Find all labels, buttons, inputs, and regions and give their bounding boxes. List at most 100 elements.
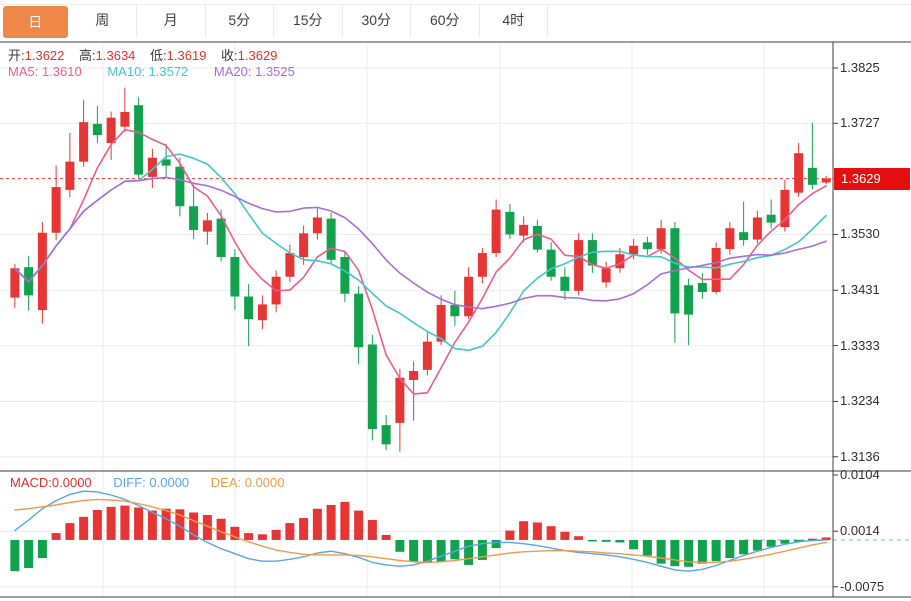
macd-bar — [684, 539, 694, 567]
candle — [752, 217, 762, 240]
candle — [175, 166, 185, 207]
candle — [79, 122, 89, 162]
candle — [65, 161, 75, 190]
candle — [92, 123, 102, 136]
candle — [326, 218, 336, 260]
ma10-legend: MA10: 1.3572 — [107, 64, 189, 79]
tab-4hour-label: 4时 — [480, 4, 548, 37]
candle — [560, 276, 570, 291]
candle — [574, 240, 584, 291]
macd-histogram — [10, 501, 831, 572]
candle — [477, 253, 487, 277]
macd-bar — [532, 522, 542, 540]
macd-bar — [120, 505, 130, 540]
tab-5min[interactable]: 5分 — [206, 0, 274, 38]
candle — [51, 187, 61, 233]
macd-bar — [202, 514, 212, 540]
tab-week[interactable]: 周 — [69, 0, 137, 38]
candle — [684, 285, 694, 315]
macd-bar — [560, 531, 570, 540]
macd-bar — [10, 539, 20, 572]
macd-bar — [326, 504, 336, 540]
macd-bar — [312, 508, 322, 540]
price-tick-label: 1.3530 — [840, 226, 880, 242]
macd-bar — [285, 523, 295, 540]
macd-bar — [340, 501, 350, 540]
chart-frame — [0, 41, 911, 598]
candle — [37, 232, 47, 311]
tab-day-label: 日 — [3, 6, 68, 38]
axis-ticks — [833, 67, 838, 588]
macd-bar — [574, 536, 584, 540]
macd-bar — [257, 534, 267, 540]
macd-tick-label: -0.0075 — [840, 578, 885, 594]
candle — [656, 228, 666, 250]
macd-bar — [189, 512, 199, 540]
macd-bar — [92, 509, 102, 540]
price-tick-label: 1.3431 — [840, 282, 880, 298]
macd-bar — [670, 539, 680, 567]
candle — [464, 276, 474, 317]
macd-bar — [147, 510, 157, 540]
tabbar-top-border — [0, 4, 911, 5]
macd-bar — [587, 539, 597, 542]
candle — [697, 282, 707, 292]
macd-legend: MACD:0.0000 DIFF: 0.0000 DEA: 0.0000 — [10, 475, 285, 490]
dea-value-legend: DEA: 0.0000 — [210, 475, 285, 490]
diff-value-legend: DIFF: 0.0000 — [113, 475, 190, 490]
candle — [601, 268, 611, 283]
candle — [409, 370, 419, 381]
candle — [381, 425, 391, 445]
high-value: 1.3634 — [95, 48, 136, 63]
price-tick-label: 1.3333 — [840, 337, 880, 353]
candle — [725, 228, 735, 250]
macd-bar — [615, 539, 625, 543]
tab-4hour[interactable]: 4时 — [480, 0, 548, 38]
tab-day[interactable]: 日 — [0, 0, 69, 38]
tab-month[interactable]: 月 — [137, 0, 206, 38]
candle — [491, 209, 501, 254]
macd-bar — [367, 519, 377, 540]
candle — [367, 344, 377, 430]
tab-month-label: 月 — [137, 4, 206, 37]
candle — [766, 214, 776, 223]
candle — [422, 341, 432, 370]
tab-60min[interactable]: 60分 — [411, 0, 480, 38]
candle — [395, 377, 405, 423]
macd-bar — [409, 539, 419, 562]
macd-bar — [65, 523, 75, 540]
candle — [244, 296, 254, 320]
candle — [120, 112, 130, 127]
candle — [285, 253, 295, 277]
candle — [629, 245, 639, 255]
candle — [257, 304, 267, 321]
candle — [739, 232, 749, 241]
price-tick-label: 1.3136 — [840, 448, 880, 464]
low-label: 低: — [150, 48, 167, 63]
macd-bar — [354, 510, 364, 540]
tab-15min[interactable]: 15分 — [274, 0, 343, 38]
tab-60min-label: 60分 — [411, 4, 480, 37]
macd-bar — [106, 506, 116, 540]
candle — [354, 293, 364, 348]
candle — [340, 257, 350, 294]
macd-bar — [51, 533, 61, 540]
tab-30min[interactable]: 30分 — [343, 0, 411, 38]
candle — [189, 206, 199, 230]
candle — [202, 220, 212, 232]
macd-bar — [299, 518, 309, 540]
macd-bar — [271, 529, 281, 540]
candle — [450, 304, 460, 317]
macd-bar — [821, 537, 831, 540]
macd-bar — [230, 526, 240, 540]
candle — [147, 157, 157, 177]
macd-bar — [395, 539, 405, 552]
macd-bar — [244, 533, 254, 540]
ohlc-legend: 开:1.3622 高:1.3634 低:1.3619 收:1.3629 — [8, 45, 288, 64]
period-tabbar: 日 周 月 5分 15分 30分 60分 4时 — [0, 0, 911, 42]
price-tick-label: 1.3727 — [840, 115, 880, 131]
candle — [10, 268, 20, 298]
ma10-line — [14, 153, 827, 352]
macd-bar — [79, 516, 89, 540]
